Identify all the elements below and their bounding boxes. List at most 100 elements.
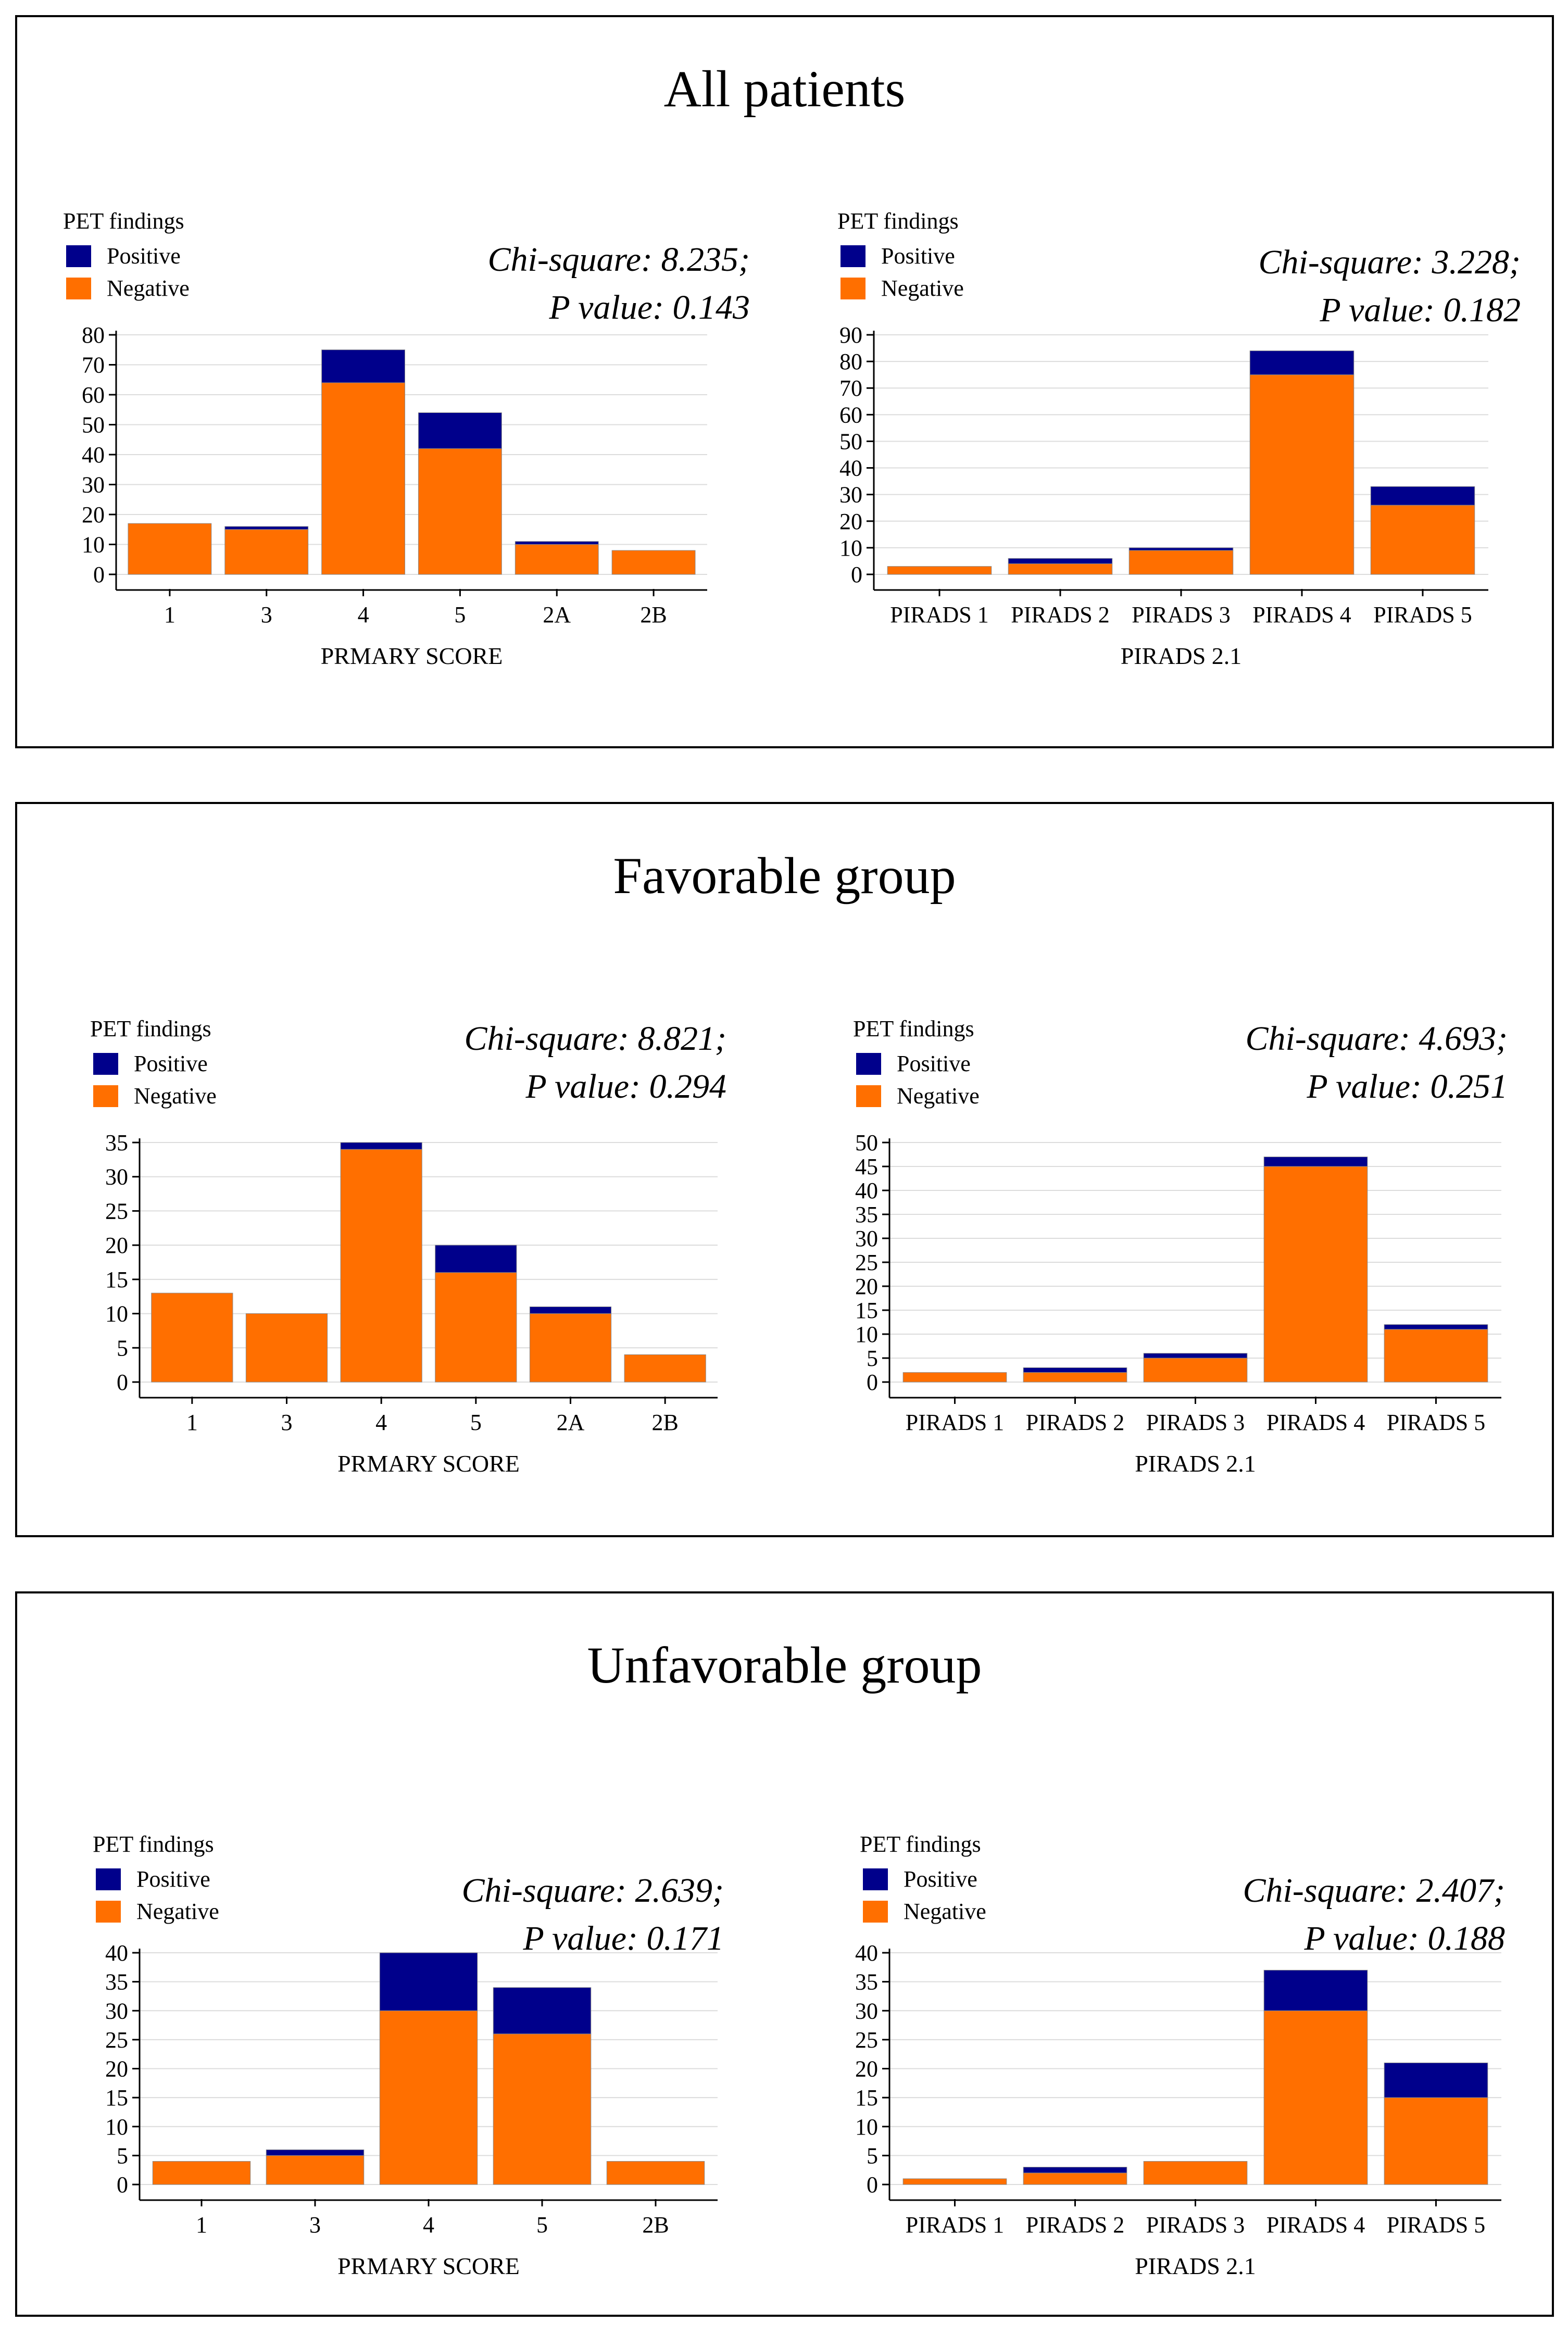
bar-positive (1263, 1969, 1368, 2011)
bar-negative (1384, 1329, 1488, 1383)
y-tick-label: 10 (82, 532, 105, 558)
y-tick-label: 20 (82, 502, 105, 528)
bar-negative (887, 566, 992, 575)
x-axis-label: PRMARY SCORE (337, 2253, 520, 2279)
legend-label: Positive (136, 1866, 210, 1892)
chi-square-value: Chi-square: 2.639; (461, 1872, 724, 1910)
x-tick-label: 4 (375, 1410, 387, 1435)
x-tick-label: 4 (423, 2212, 434, 2238)
bar-negative (1143, 1358, 1248, 1383)
legend: PET findings Positive Negative (93, 1833, 219, 1928)
x-tick-label: 2A (557, 1410, 585, 1435)
x-tick-label: PIRADS 3 (1132, 602, 1231, 627)
y-tick-label: 20 (105, 2056, 128, 2082)
legend-label: Negative (904, 1899, 986, 1924)
chi-square-stat: Chi-square: 8.235; P value: 0.143 (487, 236, 750, 332)
x-tick-label: 2B (640, 602, 667, 627)
legend-item-positive: Positive (63, 240, 190, 272)
x-tick-label: 1 (186, 1410, 198, 1435)
y-tick-label: 20 (855, 1274, 878, 1299)
bar-negative (902, 2178, 1007, 2185)
bar-positive (321, 349, 405, 383)
bar-negative (128, 523, 212, 575)
bar-negative (1023, 1372, 1127, 1383)
legend-item-negative: Negative (93, 1895, 219, 1928)
legend-label: Positive (904, 1866, 977, 1892)
bar-positive (1008, 558, 1113, 564)
legend: PET findings Positive Negative (860, 1833, 986, 1928)
legend-item-positive: Positive (90, 1048, 217, 1080)
y-tick-label: 5 (867, 2143, 878, 2168)
p-value: P value: 0.143 (549, 288, 750, 327)
y-tick-label: 25 (855, 2027, 878, 2053)
p-value: P value: 0.251 (1307, 1068, 1508, 1106)
y-tick-label: 5 (117, 2143, 128, 2168)
panel-title: Favorable group (613, 847, 956, 905)
y-tick-label: 50 (839, 429, 862, 454)
legend-item-negative: Negative (860, 1895, 986, 1928)
legend-title: PET findings (90, 1016, 211, 1041)
bar-negative (515, 544, 599, 575)
legend-item-negative: Negative (90, 1080, 217, 1112)
y-tick-label: 25 (105, 2027, 128, 2053)
legend-swatch-negative (863, 1901, 888, 1923)
bar-negative (1370, 505, 1475, 575)
legend-label: Negative (134, 1083, 217, 1109)
chi-square-value: Chi-square: 8.235; (487, 241, 750, 279)
bar-negative (266, 2155, 365, 2185)
legend-swatch-positive (93, 1053, 118, 1075)
p-value: P value: 0.182 (1320, 291, 1521, 329)
legend-swatch-positive (863, 1868, 888, 1890)
bar-chart-primary-score: 0 5 10 15 20 25 30 35 40 1 3 4 5 2B PRMARY SCORE (105, 1940, 718, 2279)
y-tick-label: 35 (855, 1969, 878, 1995)
x-tick-label: PIRADS 5 (1373, 602, 1472, 627)
chi-square-stat: Chi-square: 4.693; P value: 0.251 (1245, 1015, 1508, 1111)
y-tick-label: 60 (82, 382, 105, 408)
legend-title: PET findings (860, 1831, 981, 1857)
y-tick-label: 40 (855, 1940, 878, 1966)
bar-negative (340, 1149, 422, 1383)
bar-positive (515, 541, 599, 545)
legend-label: Positive (134, 1051, 208, 1076)
bar-chart-primary-score: 0 10 20 30 40 50 60 70 80 1 3 4 5 2A 2B PRMARY SCORE (82, 322, 707, 669)
y-tick-label: 30 (105, 1998, 128, 2024)
legend-swatch-negative (841, 278, 865, 299)
x-tick-label: PIRADS 1 (906, 2212, 1005, 2238)
y-tick-label: 50 (855, 1130, 878, 1156)
y-tick-label: 40 (105, 1940, 128, 1966)
bar-positive (340, 1142, 422, 1150)
panel-all-patients: All patients PET findings Positive Negat… (15, 15, 1554, 748)
chi-square-stat: Chi-square: 8.821; P value: 0.294 (464, 1015, 726, 1111)
panel-title: Unfavorable group (587, 1636, 982, 1694)
x-tick-label: 1 (196, 2212, 207, 2238)
legend-title: PET findings (853, 1016, 974, 1041)
bar-negative (624, 1354, 706, 1383)
p-value: P value: 0.294 (525, 1068, 726, 1106)
legend-item-negative: Negative (63, 272, 190, 305)
y-tick-label: 80 (839, 349, 862, 374)
chi-square-value: Chi-square: 4.693; (1245, 1020, 1508, 1058)
y-tick-label: 35 (105, 1969, 128, 1995)
bar-negative (1384, 2097, 1488, 2185)
bar-positive (1128, 547, 1234, 551)
legend-swatch-negative (856, 1085, 881, 1107)
y-tick-label: 10 (105, 1301, 128, 1327)
legend-swatch-positive (66, 245, 91, 267)
x-tick-label: 4 (358, 602, 369, 627)
y-tick-label: 15 (855, 1298, 878, 1323)
bar-negative (611, 550, 696, 575)
legend-swatch-negative (66, 278, 91, 299)
x-axis-label: PIRADS 2.1 (1135, 1450, 1256, 1477)
legend-label: Negative (897, 1083, 980, 1109)
y-tick-label: 0 (117, 2172, 128, 2198)
bar-negative (1143, 2161, 1248, 2185)
bar-negative (321, 382, 405, 575)
bar-negative (245, 1313, 328, 1383)
bar-positive (493, 1987, 592, 2035)
bar-negative (1263, 2010, 1368, 2185)
chi-square-stat: Chi-square: 2.407; P value: 0.188 (1243, 1867, 1505, 1963)
bar-positive (529, 1306, 612, 1314)
bar-negative (152, 2161, 251, 2185)
y-tick-label: 5 (867, 1346, 878, 1371)
